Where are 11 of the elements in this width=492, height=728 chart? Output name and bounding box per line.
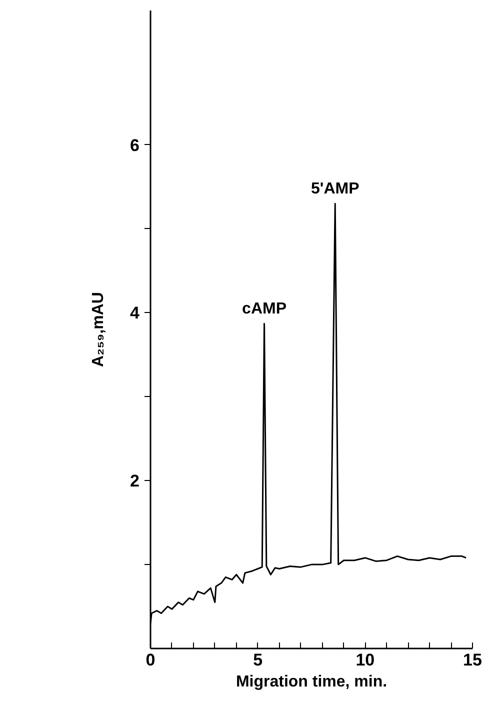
y-tick-label: 6: [130, 136, 140, 155]
x-tick-label: 15: [463, 650, 482, 670]
y-axis-title: A₂₅₉,mAU: [90, 292, 108, 367]
y-tick-label: 4: [130, 304, 140, 323]
annotation: cAMP: [242, 300, 287, 318]
y-tick-label: 2: [130, 472, 140, 491]
x-axis-title: Migration time, min.: [236, 674, 388, 690]
annotation: 5'AMP: [310, 180, 360, 198]
x-tick-label: 0: [146, 650, 156, 670]
x-tick-label: 10: [356, 650, 375, 670]
x-tick-label: 5: [253, 650, 263, 670]
